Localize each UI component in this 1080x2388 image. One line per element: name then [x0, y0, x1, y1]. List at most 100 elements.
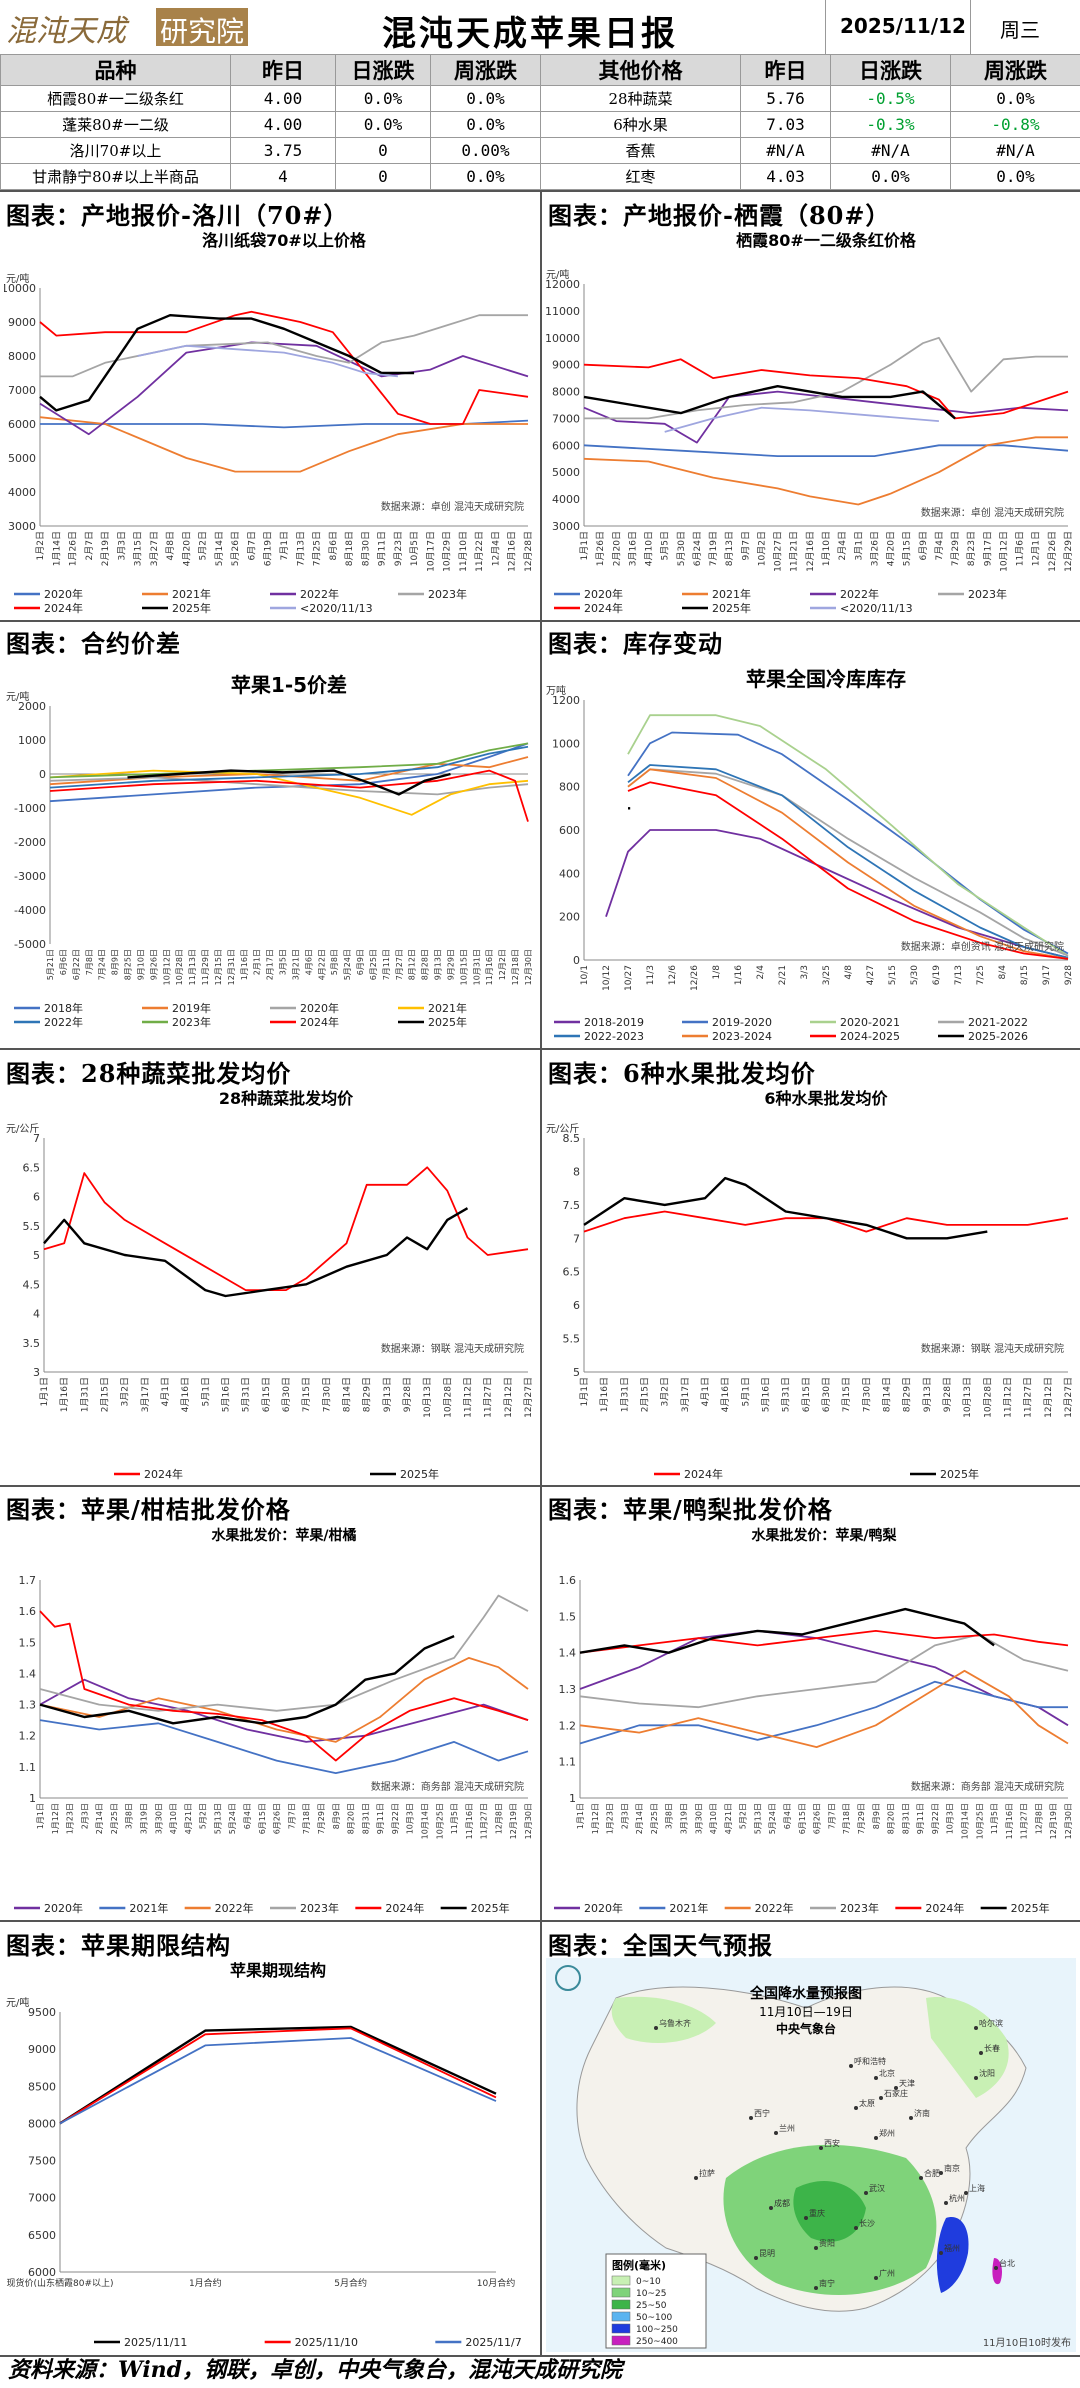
- legend-label: 2024年: [300, 1015, 339, 1029]
- series-line: [583, 1176, 988, 1240]
- x-tick-label: 8月20日: [887, 1803, 896, 1834]
- x-tick-label: 7月7日: [287, 1803, 296, 1829]
- y-tick-label: 5000: [552, 466, 580, 479]
- x-tick-label: 12月12日: [503, 1377, 514, 1418]
- series-line: [49, 769, 529, 822]
- x-tick-label: 6月9日: [918, 531, 929, 560]
- x-tick-label: 10月28日: [982, 1377, 993, 1418]
- x-tick-label: 5/15: [888, 965, 898, 985]
- x-tick-label: 12月26日: [1047, 531, 1058, 572]
- x-tick-label: 12/6: [668, 965, 678, 985]
- other-yesterday-price: 7.03: [740, 111, 831, 138]
- weather-title: 全国降水量预报图: [749, 1985, 862, 2002]
- x-tick-label: 12月4日: [490, 531, 501, 566]
- x-tick-label: 11月27日: [483, 1377, 494, 1418]
- x-tick-label: 5月16日: [221, 1377, 232, 1412]
- other-weekly-change: 0.0%: [950, 163, 1080, 190]
- x-tick-label: 11月12日: [1003, 1377, 1014, 1418]
- legend-color-swatch: [611, 2287, 631, 2298]
- weather-legend-title: 图例(毫米): [612, 2258, 666, 2272]
- y-tick-label: 5: [573, 1366, 580, 1379]
- x-tick-label: 现货价(山东栖霞80#以上): [6, 2277, 113, 2289]
- x-tick-label: 8月28日: [421, 949, 430, 980]
- y-tick-label: 1.7: [19, 1574, 37, 1587]
- x-tick-label: 2月4日: [837, 531, 848, 560]
- x-tick-label: 6月25日: [369, 949, 378, 980]
- x-tick-label: 8/15: [1020, 965, 1030, 985]
- legend-label: 2021年: [669, 1901, 708, 1915]
- x-tick-label: 10/1: [580, 965, 590, 985]
- series-line: [583, 385, 956, 420]
- other-product-name: 6种水果: [540, 111, 741, 138]
- x-tick-label: 6月7日: [246, 531, 257, 560]
- x-tick-label: 11月16日: [465, 1803, 474, 1839]
- weather-issuer: 中央气象台: [776, 2021, 836, 2036]
- x-tick-label: 12月1日: [1031, 531, 1042, 566]
- y-tick-label: 1200: [552, 694, 580, 707]
- table-row: 洛川70#以上 3.75 0 0.00% 香蕉 #N/A #N/A #N/A: [0, 137, 1080, 164]
- cma-emblem-icon: [555, 1965, 581, 1991]
- panel-title-qixia: 图表：产地报价-栖霞（80#）: [548, 201, 891, 230]
- x-tick-label: 10月12日: [998, 531, 1009, 572]
- legend-label: 2023-2024: [712, 1030, 772, 1043]
- x-tick-label: 12月12日: [1043, 1377, 1054, 1418]
- x-tick-label: 2/4: [756, 965, 766, 980]
- y-tick-label: 0: [573, 954, 580, 967]
- city-marker: [814, 2246, 818, 2250]
- city-marker: [994, 2266, 998, 2270]
- x-tick-label: 7月13日: [295, 531, 306, 566]
- x-tick-label: 11月5日: [990, 1803, 999, 1834]
- x-tick-label: 10月15日: [459, 949, 468, 985]
- panel-title-weather: 图表：全国天气预报: [548, 1931, 773, 1960]
- series-line: [605, 829, 1069, 959]
- x-tick-label: 1月23日: [606, 1803, 615, 1834]
- weekly-change: 0.0%: [430, 85, 541, 112]
- x-tick-label: 1月31日: [619, 1377, 630, 1412]
- x-tick-label: 4月21日: [184, 1803, 193, 1834]
- x-tick-label: 6月15日: [801, 1377, 812, 1412]
- series-line: [127, 769, 451, 796]
- x-tick-label: 7月29日: [317, 1803, 326, 1834]
- city-label: 昆明: [759, 2249, 775, 2258]
- series-line: [579, 1630, 1069, 1654]
- x-tick-label: 9月13日: [922, 1377, 933, 1412]
- weather-legend: 0~10 10~25 25~50 50~100 100~250 250~400: [611, 2275, 678, 2347]
- x-tick-label: 8月6日: [328, 531, 339, 560]
- legend-color-swatch: [611, 2323, 631, 2334]
- legend-label: 2022年: [300, 587, 339, 601]
- chart-title: 苹果1-5价差: [231, 673, 347, 697]
- legend-color-swatch: [611, 2299, 631, 2310]
- x-tick-label: 3月26日: [869, 531, 880, 566]
- x-tick-label: 3月21日: [291, 949, 300, 980]
- x-tick-label: 5月1日: [740, 1377, 751, 1406]
- x-tick-label: 2月25日: [110, 1803, 119, 1834]
- x-tick-label: 5月2日: [198, 531, 209, 560]
- rain-area-northwest: [611, 1996, 716, 2043]
- city-label: 南宁: [819, 2278, 835, 2288]
- x-tick-label: 7月24日: [98, 949, 107, 980]
- rain-area-taiwan: [992, 2258, 1002, 2285]
- logo-box-text: 研究院: [160, 15, 245, 48]
- y-tick-label: 7.5: [563, 1199, 581, 1212]
- series-line: [59, 2037, 497, 2125]
- product-name: 甘肃静宁80#以上半商品: [0, 163, 231, 190]
- x-tick-label: 7月30日: [321, 1377, 332, 1412]
- x-tick-label: 9月17日: [982, 531, 993, 566]
- x-tick-label: 4月20日: [886, 531, 897, 566]
- x-tick-label: 5月合约: [334, 2277, 367, 2289]
- x-tick-label: 2月15日: [100, 1377, 111, 1412]
- city-label: 济南: [914, 2108, 930, 2118]
- x-tick-label: 10月3日: [406, 1803, 415, 1834]
- city-label: 天津: [899, 2078, 915, 2088]
- y-tick-label: -4000: [14, 904, 46, 917]
- city-marker: [874, 2276, 878, 2280]
- x-tick-label: 4月21日: [724, 1803, 733, 1834]
- y-tick-label: 4.5: [23, 1278, 41, 1291]
- legend-color-swatch: [611, 2335, 631, 2346]
- series-line: [59, 2027, 497, 2125]
- city-label: 南京: [944, 2163, 960, 2173]
